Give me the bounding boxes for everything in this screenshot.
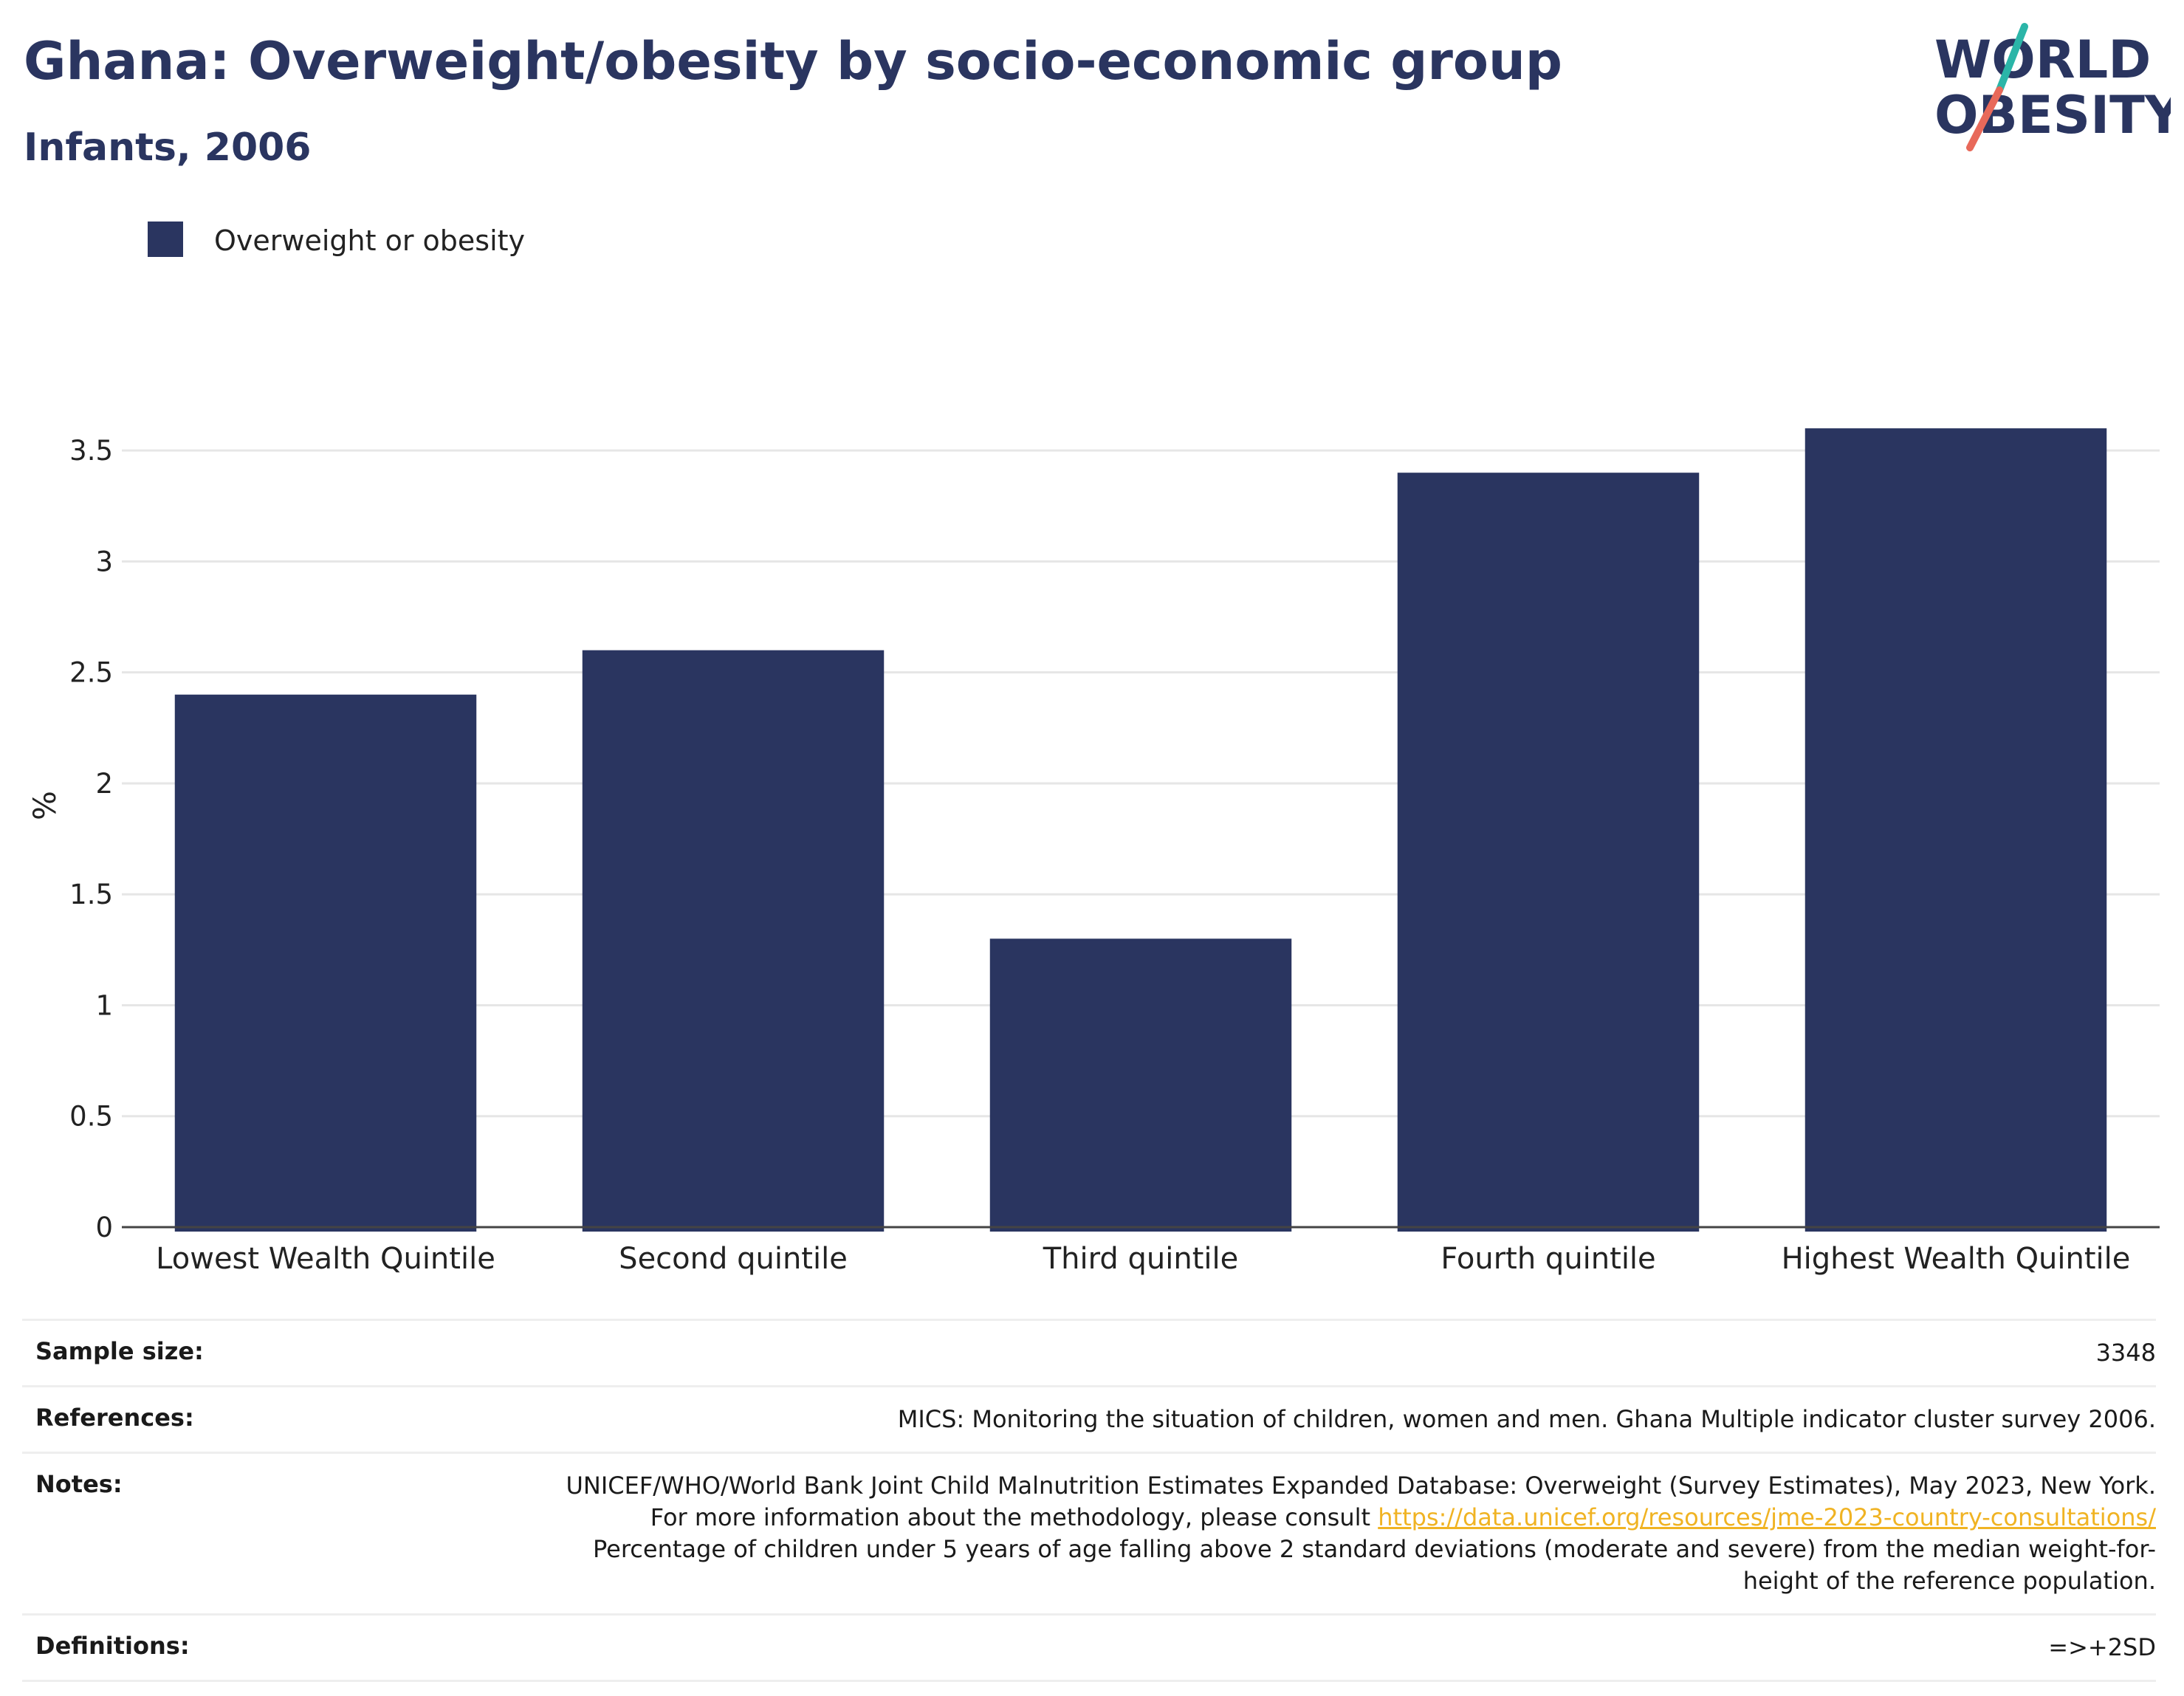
y-tick-label: 2.5 [69, 657, 113, 689]
info-table: Sample size: 3348 References: MICS: Moni… [22, 1319, 2156, 1682]
x-tick-label: Fourth quintile [1440, 1242, 1655, 1276]
info-row-notes: Notes: UNICEF/WHO/World Bank Joint Child… [22, 1452, 2156, 1613]
x-tick-label: Lowest Wealth Quintile [156, 1242, 495, 1276]
notes-link[interactable]: https://data.unicef.org/resources/jme-20… [1378, 1503, 2156, 1531]
notes-value: UNICEF/WHO/World Bank Joint Child Malnut… [554, 1470, 2157, 1597]
x-tick-label: Second quintile [619, 1242, 848, 1276]
info-row-definitions: Definitions: =>+2SD [22, 1613, 2156, 1682]
definitions-label: Definitions: [35, 1632, 190, 1660]
notes-text-after: Percentage of children under 5 years of … [593, 1535, 2156, 1595]
bar-chart: 0 0.5 1 1.5 2 2.5 3 3.5% Lowest Wealth Quintile S… [27, 428, 2160, 1276]
sample-size-label: Sample size: [35, 1337, 204, 1365]
legend-swatch [148, 222, 183, 257]
bar [582, 650, 885, 1232]
logo-slash-teal [1996, 23, 2028, 94]
bar [1804, 428, 2107, 1232]
references-value: MICS: Monitoring the situation of childr… [897, 1405, 2156, 1433]
bar [174, 694, 477, 1232]
info-row-sample-size: Sample size: 3348 [22, 1319, 2156, 1385]
sample-size-value: 3348 [2095, 1339, 2156, 1367]
chart-subtitle: Infants, 2006 [24, 126, 312, 170]
y-tick-label: 3 [95, 546, 113, 577]
references-label: References: [35, 1404, 194, 1432]
legend-label: Overweight or obesity [214, 224, 526, 257]
x-tick-label: Third quintile [1043, 1242, 1238, 1276]
world-obesity-logo: WORLD OBESITY [1934, 23, 2171, 151]
chart-title: Ghana: Overweight/obesity by socio-econo… [24, 31, 1562, 92]
logo-slash-red [1966, 86, 2003, 151]
bar [1397, 473, 1700, 1232]
notes-label: Notes: [35, 1470, 123, 1498]
bar [989, 938, 1292, 1232]
info-row-references: References: MICS: Monitoring the situati… [22, 1385, 2156, 1452]
y-axis-title: % [27, 791, 63, 820]
definitions-value: =>+2SD [2048, 1633, 2156, 1661]
y-tick-label: 1 [95, 989, 113, 1021]
y-tick-label: 0 [95, 1212, 113, 1243]
y-tick-label: 1.5 [69, 879, 113, 910]
notes-text-before: UNICEF/WHO/World Bank Joint Child Malnut… [566, 1472, 2157, 1531]
y-tick-label: 3.5 [69, 435, 113, 467]
y-tick-label: 0.5 [69, 1101, 113, 1133]
x-tick-label: Highest Wealth Quintile [1782, 1242, 2131, 1276]
y-tick-label: 2 [95, 768, 113, 800]
logo-line-1: WORLD [1934, 30, 2151, 90]
